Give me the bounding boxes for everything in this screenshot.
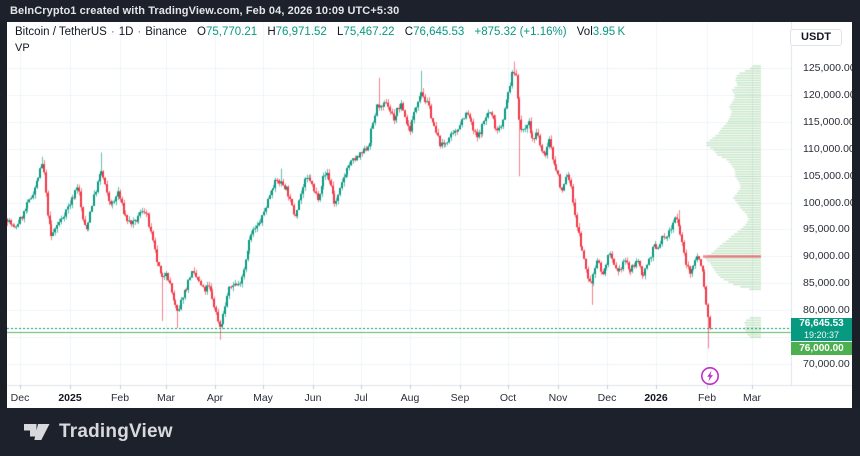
candle-countdown: 19:20:37 xyxy=(803,330,840,340)
time-axis-label: Feb xyxy=(697,392,717,404)
symbol-header[interactable]: Bitcoin / TetherUS · 1D · Binance O75,770.21… xyxy=(15,26,626,38)
time-axis-label: Feb xyxy=(110,392,130,404)
time-axis-label: 2025 xyxy=(58,392,82,404)
close-value: 76,645.53 xyxy=(413,26,465,38)
price-axis-label: 110,000.00 xyxy=(803,142,852,155)
open-label: O xyxy=(197,26,206,38)
high-label: H xyxy=(267,26,276,38)
price-axis-label: 120,000.00 xyxy=(803,88,852,101)
change-value: +875.32 (+1.16%) xyxy=(474,26,567,38)
time-axis-label: Aug xyxy=(400,392,420,404)
price-axis-label: 115,000.00 xyxy=(803,115,852,128)
indicator-vp-label[interactable]: VP xyxy=(15,42,30,54)
horizontal-line-price-badge: 76,000.00 xyxy=(791,342,852,355)
price-axis-label: 80,000.00 xyxy=(803,304,850,317)
time-axis-label: May xyxy=(253,392,273,404)
low-value: 75,467.22 xyxy=(343,26,395,38)
currency-toggle-button[interactable]: USDT xyxy=(790,29,842,46)
exchange-label: Binance xyxy=(145,26,187,38)
high-value: 76,971.52 xyxy=(275,26,327,38)
price-chart-canvas[interactable] xyxy=(7,22,852,408)
time-axis-label: 2026 xyxy=(644,392,668,404)
time-axis-label: Nov xyxy=(548,392,568,404)
open-value: 75,770.21 xyxy=(205,26,258,38)
symbol-name[interactable]: Bitcoin / TetherUS xyxy=(15,26,107,38)
low-label: L xyxy=(337,26,344,38)
close-label: C xyxy=(404,26,414,38)
current-price-badge: 76,645.53 19:20:37 xyxy=(791,318,852,341)
tradingview-wordmark[interactable]: TradingView xyxy=(59,421,173,442)
time-axis-label: Jul xyxy=(354,392,368,404)
tradingview-logo-icon[interactable] xyxy=(24,422,50,442)
current-price-value: 76,645.53 xyxy=(799,318,844,329)
price-axis-label: 95,000.00 xyxy=(803,223,850,236)
time-axis-label: Sep xyxy=(450,392,470,404)
time-axis-label: Dec xyxy=(10,392,30,404)
lightning-event-icon[interactable] xyxy=(700,366,720,386)
volume-value: 3.95 K xyxy=(592,26,626,38)
time-axis-label: Mar xyxy=(742,392,762,404)
price-axis-label: 90,000.00 xyxy=(803,250,850,263)
price-axis-label: 70,000.00 xyxy=(803,358,850,370)
chart-window: Bitcoin / TetherUS · 1D · Binance O75,770.21… xyxy=(7,22,852,408)
interval-label[interactable]: 1D xyxy=(118,26,134,38)
attribution-bar: BeInCrypto1 created with TradingView.com… xyxy=(0,0,860,22)
time-axis-label: Oct xyxy=(499,392,517,404)
time-axis-label: Jun xyxy=(304,392,322,404)
price-axis-label: 100,000.00 xyxy=(803,196,852,209)
time-axis-label: Mar xyxy=(156,392,176,404)
time-axis-label: Apr xyxy=(206,392,224,404)
price-axis[interactable]: 125,000.00 120,000.00 115,000.00 110,000.00… xyxy=(791,22,852,385)
time-axis[interactable]: Dec 2025 Feb Mar Apr May Jun Jul Aug Sep Oct Nov Dec… xyxy=(7,385,852,408)
attribution-text: BeInCrypto1 created with TradingView.com… xyxy=(10,5,400,17)
footer-bar: TradingView xyxy=(0,408,860,456)
price-axis-label: 85,000.00 xyxy=(803,277,850,290)
time-axis-label: Dec xyxy=(597,392,617,404)
volume-label: Vol xyxy=(576,26,593,38)
price-axis-label: 105,000.00 xyxy=(803,169,852,182)
price-axis-label: 125,000.00 xyxy=(803,62,852,74)
